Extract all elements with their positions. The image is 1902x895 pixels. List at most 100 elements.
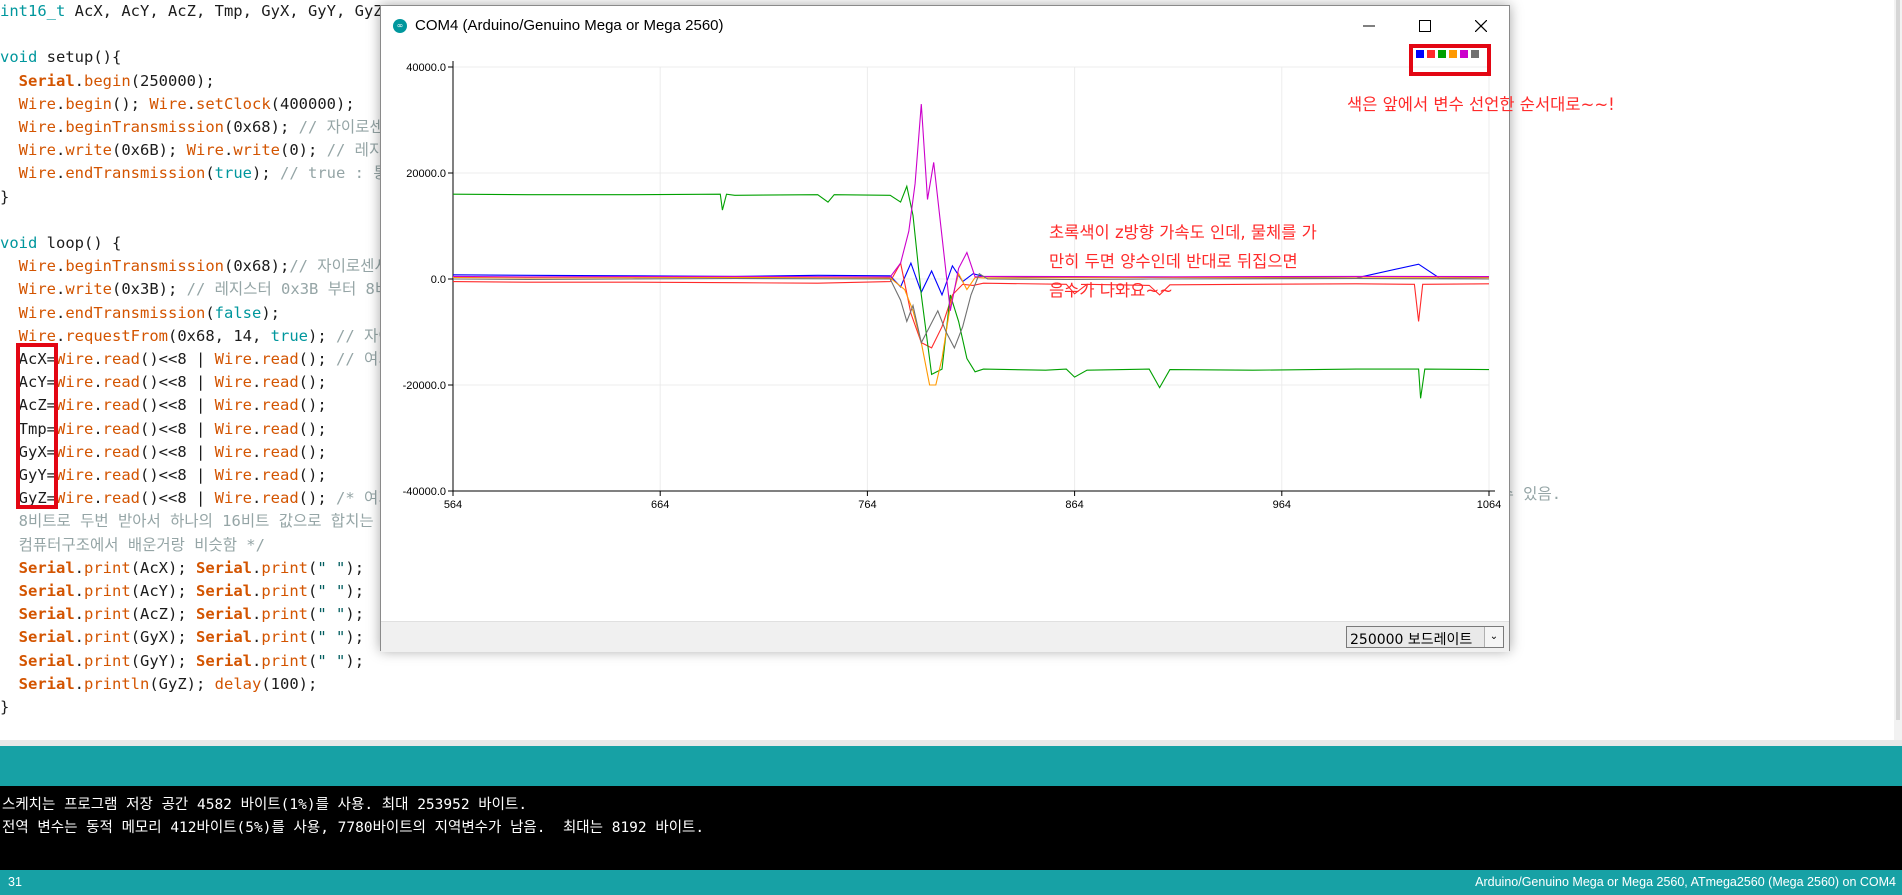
legend-swatch-1: [1416, 50, 1424, 58]
code-token: .: [251, 489, 262, 508]
code-token: .: [252, 651, 262, 670]
code-token: ();: [298, 489, 336, 508]
code-token: false: [214, 303, 262, 322]
code-token: Wire: [56, 466, 94, 484]
code-token: ();: [298, 350, 336, 368]
code-token: setup(){: [37, 48, 122, 67]
code-line: }: [0, 696, 9, 719]
code-token: .: [56, 164, 66, 183]
code-token: (: [308, 628, 318, 647]
code-token: (: [308, 651, 318, 670]
plot-area: 40000.0 20000.0 0.0 -20000.0 -40000.0 564 664 7…: [381, 44, 1615, 621]
code-token: Wire: [214, 466, 252, 484]
code-token: ()<<8 |: [140, 466, 215, 484]
minimize-button[interactable]: [1341, 6, 1397, 46]
code-line: Wire.begin(); Wire.setClock(400000);: [0, 93, 355, 116]
code-token: [0, 95, 19, 113]
code-token: .: [251, 419, 262, 438]
code-token: Wire: [56, 489, 94, 508]
code-token: Serial: [196, 651, 253, 670]
code-token: .: [56, 303, 66, 322]
editor-scroll-thumb[interactable]: [1896, 0, 1900, 720]
legend-highlight-box: [1409, 44, 1491, 76]
code-line: 컴퓨터구조에서 배운거랑 비슷함 */: [0, 534, 265, 557]
code-token: Wire: [56, 396, 94, 415]
code-token: );: [345, 582, 365, 600]
legend-swatch-6: [1471, 50, 1479, 58]
code-token: .: [252, 605, 262, 624]
minimize-icon: [1363, 25, 1375, 27]
x-tick-label: 1064: [1477, 499, 1501, 511]
code-token: beginTransmission: [65, 257, 224, 276]
code-token: print: [84, 558, 131, 577]
code-token: .: [74, 558, 85, 577]
code-token: (: [205, 303, 215, 322]
x-tick-label: 764: [858, 499, 876, 511]
code-token: (GyZ);: [149, 674, 215, 693]
code-token: Serial: [18, 582, 75, 600]
plotter-bottom-bar: 250000 보드레이트 ⌄: [381, 621, 1509, 652]
code-token: Wire: [56, 442, 94, 461]
code-token: read: [102, 373, 140, 392]
code-line: Wire.requestFrom(0x68, 14, true); // 자이로…: [0, 325, 436, 348]
code-token: read: [261, 489, 299, 508]
code-token: read: [102, 442, 140, 461]
code-line: Wire.endTransmission(true); // true : 통신…: [0, 162, 440, 185]
code-token: print: [261, 605, 309, 624]
code-token: .: [186, 94, 197, 113]
code-token: Serial: [196, 582, 253, 600]
code-token: Serial: [196, 628, 253, 647]
status-board-info: Arduino/Genuino Mega or Mega 2560, ATmeg…: [1475, 875, 1896, 889]
code-token: read: [102, 489, 140, 508]
code-token: write: [65, 141, 113, 160]
code-token: ();: [298, 396, 327, 415]
annotation-green-note-3: 음수가 나와요~~: [1049, 281, 1173, 300]
maximize-button[interactable]: [1397, 6, 1453, 46]
code-token: [0, 164, 19, 182]
code-token: endTransmission: [65, 303, 206, 322]
code-token: int16_t: [0, 2, 66, 20]
code-token: );: [345, 628, 365, 647]
code-line: GyZ=Wire.read()<<8 | Wire.read(); /* 여기까…: [0, 487, 421, 510]
code-token: Wire: [214, 419, 252, 438]
code-token: .: [224, 141, 234, 160]
close-button[interactable]: [1453, 6, 1509, 46]
code-line: Serial.print(AcZ); Serial.print(" ");: [0, 603, 364, 626]
code-token: .: [251, 442, 262, 461]
code-token: [0, 118, 19, 136]
code-line: Wire.beginTransmission(0x68);// 자이로센서 이름: [0, 255, 427, 278]
chevron-down-icon[interactable]: ⌄: [1484, 627, 1503, 647]
code-token: Wire: [56, 419, 94, 438]
code-token: 컴퓨터구조에서 배운거랑 비슷함 */: [0, 535, 265, 554]
console-line-storage: 스케치는 프로그램 저장 공간 4582 바이트(1%)를 사용. 최대 253…: [2, 797, 528, 813]
code-line: GyY=Wire.read()<<8 | Wire.read();: [0, 464, 327, 487]
code-token: Wire: [18, 141, 56, 160]
code-token: .: [56, 118, 66, 136]
code-token: ()<<8 |: [140, 419, 215, 438]
code-token: Serial: [18, 628, 75, 647]
code-token: " ": [317, 605, 346, 624]
code-token: (0x68);: [223, 257, 290, 276]
code-line: Serial.print(GyY); Serial.print(" ");: [0, 650, 364, 673]
code-token: ()<<8 |: [140, 373, 215, 392]
code-token: [0, 141, 19, 159]
code-token: .: [74, 628, 85, 647]
series-line-5: [452, 104, 1490, 311]
baud-rate-select[interactable]: 250000 보드레이트 ⌄: [1346, 626, 1504, 648]
code-token: .: [74, 651, 85, 670]
window-title: COM4 (Arduino/Genuino Mega or Mega 2560): [415, 17, 724, 34]
x-tick-label: 564: [444, 499, 462, 511]
code-token: Wire: [214, 396, 252, 415]
code-token: read: [102, 466, 140, 484]
code-token: .: [74, 582, 85, 600]
code-token: begin: [84, 71, 131, 90]
status-line-number: 31: [8, 875, 22, 889]
window-titlebar[interactable]: ∞ COM4 (Arduino/Genuino Mega or Mega 256…: [381, 6, 1509, 46]
code-token: read: [102, 419, 140, 438]
code-token: " ": [317, 558, 346, 577]
code-token: read: [102, 350, 140, 368]
serial-plotter-window[interactable]: ∞ COM4 (Arduino/Genuino Mega or Mega 256…: [380, 5, 1615, 652]
code-token: );: [307, 326, 336, 345]
code-token: (250000);: [130, 71, 215, 90]
code-token: print: [261, 582, 309, 600]
